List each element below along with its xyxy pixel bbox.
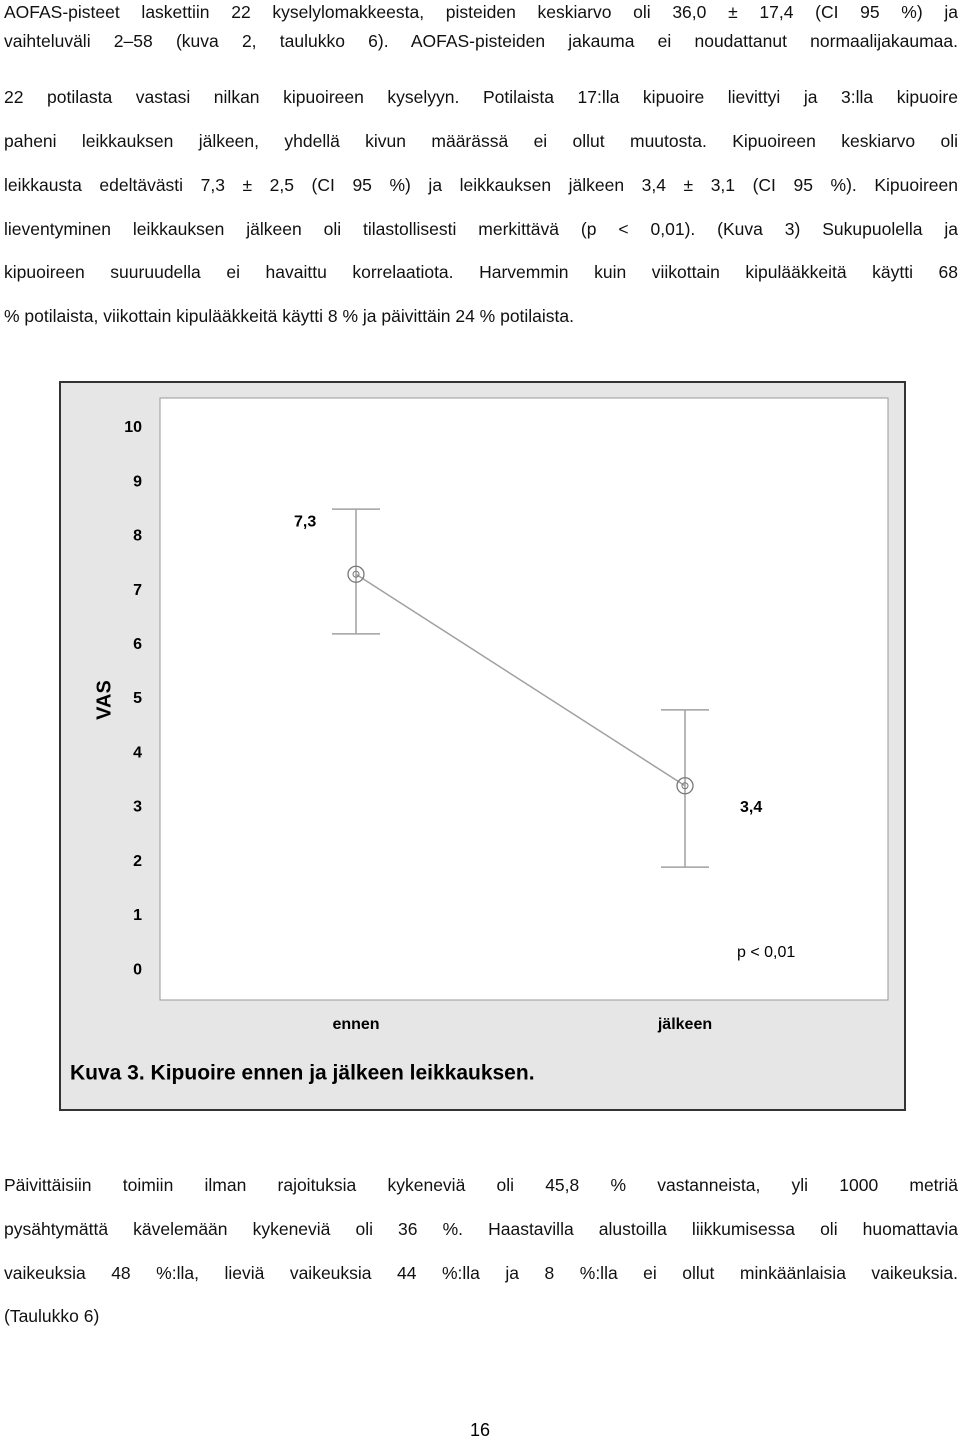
mean-marker [676, 777, 694, 795]
y-tick-label: 1 [133, 907, 142, 924]
text-line: % potilaista, viikottain kipulääkkeitä k… [4, 306, 575, 326]
plot-area [159, 397, 889, 1001]
y-axis-label: VAS [93, 680, 115, 720]
page-number: 16 [470, 1420, 490, 1440]
text-line: kipuoireen suuruudella ei havaittu korre… [4, 262, 958, 282]
value-label: 7,3 [294, 513, 316, 530]
mean-marker [347, 565, 365, 583]
value-label: 3,4 [740, 799, 762, 816]
caption: Kuva 3. Kipuoire ennen ja jälkeen leikka… [70, 1062, 535, 1085]
text-line: paheni leikkauksen jälkeen, yhdellä kivu… [4, 131, 958, 151]
y-tick-label: 2 [133, 853, 142, 870]
x-tick-label: jälkeen [657, 1016, 712, 1033]
text-line: Päivittäisiin toimiin ilman rajoituksia … [4, 1175, 958, 1195]
annotation: p < 0,01 [737, 944, 795, 961]
y-tick-label: 8 [133, 528, 142, 545]
x-tick-label: ennen [332, 1016, 379, 1033]
y-tick-label: 10 [124, 419, 142, 436]
y-tick-label: 6 [133, 636, 142, 653]
y-tick-label: 5 [133, 690, 142, 707]
text-line: (Taulukko 6) [4, 1306, 100, 1326]
y-tick-label: 9 [133, 473, 142, 490]
line [355, 573, 686, 787]
mean-dot [352, 570, 360, 578]
text-line: lieventyminen leikkauksen jälkeen oli ti… [4, 219, 958, 239]
y-tick-label: 3 [133, 799, 142, 816]
text-line: vaihteluväli 2–58 (kuva 2, taulukko 6). … [4, 31, 958, 51]
text-line: vaikeuksia 48 %:lla, lieviä vaikeuksia 4… [4, 1263, 958, 1283]
text-line: AOFAS-pisteet laskettiin 22 kyselylomakk… [4, 2, 958, 22]
y-tick-label: 4 [133, 744, 142, 761]
y-tick-label: 7 [133, 582, 142, 599]
mean-dot [681, 782, 689, 790]
text-line: leikkausta edeltävästi 7,3 ± 2,5 (CI 95 … [4, 175, 958, 195]
text-line: 22 potilasta vastasi nilkan kipuoireen k… [4, 87, 958, 107]
text-line: pysähtymättä kävelemään kykeneviä oli 36… [4, 1219, 958, 1239]
y-tick-label: 0 [133, 961, 142, 978]
